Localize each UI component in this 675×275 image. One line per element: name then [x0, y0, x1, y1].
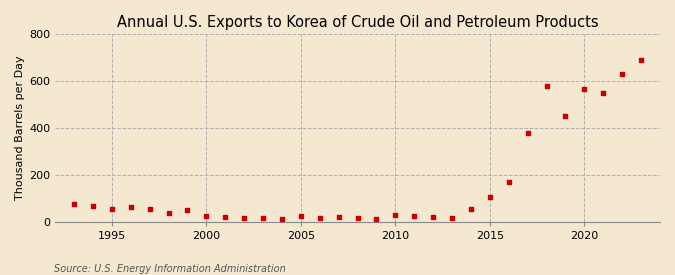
Point [126, 205, 136, 209]
Point [485, 195, 495, 199]
Point [88, 204, 99, 209]
Y-axis label: Thousand Barrels per Day: Thousand Barrels per Day [15, 56, 25, 200]
Point [201, 214, 212, 218]
Point [371, 217, 382, 222]
Point [144, 207, 155, 211]
Point [277, 217, 288, 222]
Point [560, 114, 571, 118]
Point [541, 83, 552, 88]
Point [220, 215, 231, 220]
Point [107, 207, 117, 211]
Point [333, 215, 344, 220]
Point [69, 202, 80, 206]
Point [579, 87, 590, 91]
Point [163, 211, 174, 215]
Point [522, 130, 533, 135]
Point [598, 90, 609, 95]
Point [504, 180, 514, 184]
Text: Source: U.S. Energy Information Administration: Source: U.S. Energy Information Administ… [54, 264, 286, 274]
Point [296, 214, 306, 218]
Point [258, 216, 269, 220]
Point [390, 213, 401, 217]
Point [447, 216, 458, 220]
Point [352, 216, 363, 221]
Point [428, 215, 439, 219]
Point [466, 207, 477, 211]
Point [636, 57, 647, 62]
Point [409, 214, 420, 218]
Point [315, 216, 325, 220]
Title: Annual U.S. Exports to Korea of Crude Oil and Petroleum Products: Annual U.S. Exports to Korea of Crude Oi… [117, 15, 599, 30]
Point [239, 216, 250, 220]
Point [182, 208, 193, 212]
Point [617, 72, 628, 76]
